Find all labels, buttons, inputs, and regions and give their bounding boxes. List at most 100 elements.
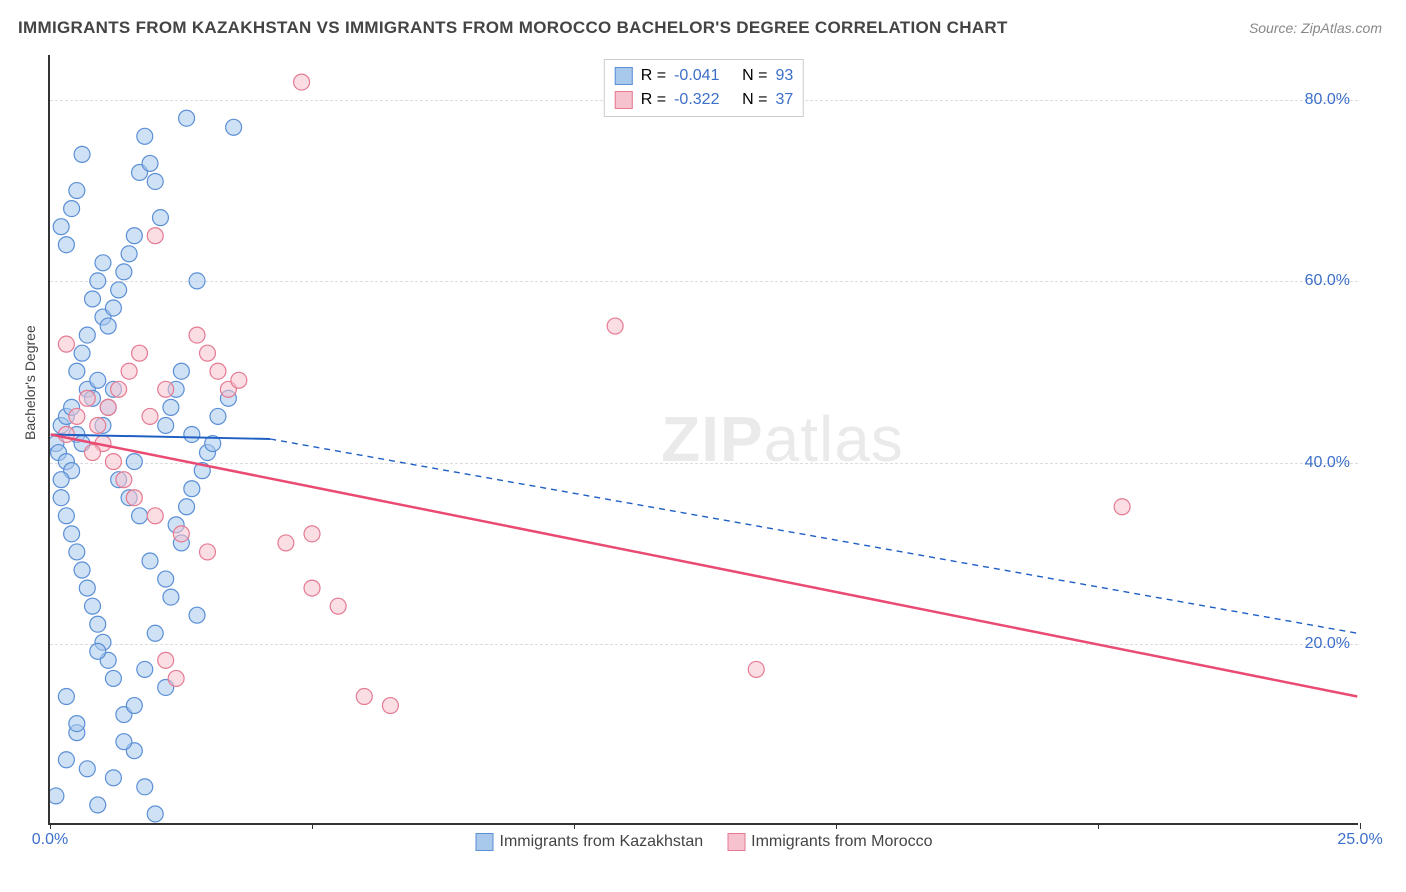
- legend-series-box: Immigrants from Kazakhstan Immigrants fr…: [476, 833, 933, 851]
- scatter-point: [173, 526, 189, 542]
- scatter-point: [79, 390, 95, 406]
- scatter-point: [69, 544, 85, 560]
- scatter-point: [69, 716, 85, 732]
- scatter-point: [748, 661, 764, 677]
- scatter-point: [356, 689, 372, 705]
- scatter-point: [304, 526, 320, 542]
- legend-row-kazakhstan: R = -0.041 N = 93: [615, 64, 793, 88]
- scatter-point: [90, 643, 106, 659]
- scatter-point: [137, 779, 153, 795]
- scatter-point: [132, 345, 148, 361]
- x-tick: [836, 823, 837, 829]
- scatter-point: [64, 201, 80, 217]
- legend-correlation-box: R = -0.041 N = 93 R = -0.322 N = 37: [604, 59, 804, 117]
- scatter-point: [173, 363, 189, 379]
- scatter-point: [168, 670, 184, 686]
- scatter-point: [111, 381, 127, 397]
- scatter-point: [382, 698, 398, 714]
- scatter-point: [90, 417, 106, 433]
- legend-n-label: N =: [742, 64, 767, 88]
- scatter-point: [90, 797, 106, 813]
- scatter-point: [210, 408, 226, 424]
- scatter-point: [147, 625, 163, 641]
- scatter-point: [147, 174, 163, 190]
- scatter-point: [158, 417, 174, 433]
- scatter-point: [126, 228, 142, 244]
- scatter-point: [64, 526, 80, 542]
- scatter-point: [90, 273, 106, 289]
- scatter-point: [126, 698, 142, 714]
- x-tick: [312, 823, 313, 829]
- scatter-point: [152, 210, 168, 226]
- scatter-point: [105, 454, 121, 470]
- x-tick: [1098, 823, 1099, 829]
- scatter-point: [74, 562, 90, 578]
- scatter-point: [69, 408, 85, 424]
- source-label: Source: ZipAtlas.com: [1249, 20, 1382, 36]
- scatter-point: [330, 598, 346, 614]
- legend-n-value-morocco: 37: [775, 88, 793, 112]
- scatter-point: [158, 571, 174, 587]
- scatter-point: [105, 670, 121, 686]
- scatter-point: [121, 246, 137, 262]
- legend-r-value-kazakhstan: -0.041: [674, 64, 734, 88]
- legend-item-kazakhstan: Immigrants from Kazakhstan: [476, 833, 704, 851]
- scatter-point: [158, 652, 174, 668]
- legend-r-label: R =: [641, 64, 666, 88]
- scatter-point: [105, 770, 121, 786]
- scatter-point: [184, 427, 200, 443]
- scatter-point: [189, 327, 205, 343]
- scatter-point: [137, 661, 153, 677]
- scatter-point: [85, 445, 101, 461]
- scatter-point: [58, 237, 74, 253]
- scatter-point: [58, 336, 74, 352]
- scatter-point: [158, 381, 174, 397]
- scatter-point: [200, 345, 216, 361]
- scatter-point: [79, 761, 95, 777]
- scatter-point: [184, 481, 200, 497]
- scatter-point: [79, 580, 95, 596]
- legend-label-kazakhstan: Immigrants from Kazakhstan: [500, 833, 704, 851]
- scatter-point: [90, 616, 106, 632]
- scatter-point: [147, 508, 163, 524]
- scatter-point: [226, 119, 242, 135]
- scatter-point: [142, 553, 158, 569]
- scatter-point: [95, 255, 111, 271]
- legend-swatch-kazakhstan-bottom: [476, 833, 494, 851]
- scatter-point: [74, 146, 90, 162]
- scatter-point: [100, 399, 116, 415]
- trend-line: [51, 434, 1358, 696]
- legend-n-value-kazakhstan: 93: [775, 64, 793, 88]
- scatter-point: [189, 607, 205, 623]
- scatter-point: [50, 788, 64, 804]
- scatter-point: [147, 806, 163, 822]
- scatter-point: [74, 345, 90, 361]
- scatter-point: [126, 490, 142, 506]
- legend-n-label: N =: [742, 88, 767, 112]
- x-tick-label: 25.0%: [1337, 831, 1382, 849]
- legend-swatch-morocco: [615, 91, 633, 109]
- x-tick: [1360, 823, 1361, 829]
- scatter-point: [85, 291, 101, 307]
- scatter-point: [163, 399, 179, 415]
- scatter-point: [142, 155, 158, 171]
- scatter-point: [100, 318, 116, 334]
- legend-item-morocco: Immigrants from Morocco: [727, 833, 932, 851]
- x-tick-label: 0.0%: [32, 831, 68, 849]
- scatter-point: [278, 535, 294, 551]
- scatter-point: [210, 363, 226, 379]
- legend-row-morocco: R = -0.322 N = 37: [615, 88, 793, 112]
- scatter-point: [58, 689, 74, 705]
- scatter-point: [200, 544, 216, 560]
- chart-svg: [50, 55, 1358, 823]
- scatter-point: [179, 110, 195, 126]
- scatter-point: [79, 327, 95, 343]
- legend-r-label: R =: [641, 88, 666, 112]
- scatter-point: [111, 282, 127, 298]
- scatter-point: [53, 490, 69, 506]
- scatter-point: [121, 363, 137, 379]
- scatter-point: [116, 734, 132, 750]
- scatter-point: [69, 183, 85, 199]
- y-axis-label: Bachelor's Degree: [22, 325, 38, 440]
- scatter-point: [132, 508, 148, 524]
